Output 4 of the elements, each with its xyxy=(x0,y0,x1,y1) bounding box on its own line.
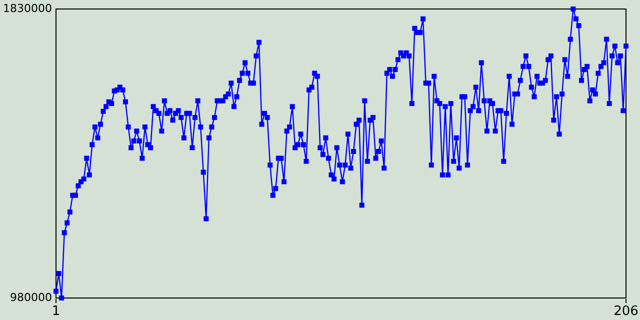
y-tick-label: 1830000 xyxy=(3,2,52,16)
x-tick-label: 1 xyxy=(52,304,60,319)
y-tick-label: 980000 xyxy=(10,291,52,304)
x-tick-label: 206 xyxy=(614,304,638,319)
